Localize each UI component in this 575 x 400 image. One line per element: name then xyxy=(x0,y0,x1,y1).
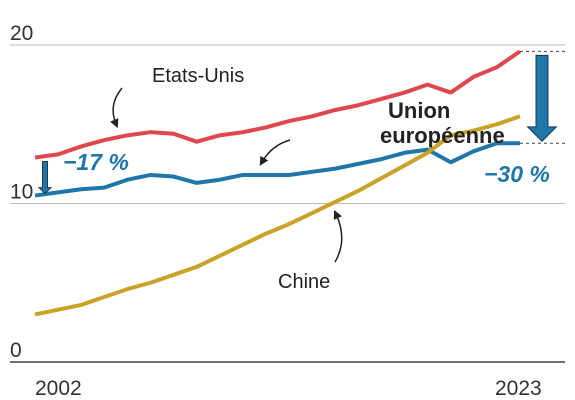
callout-arrow xyxy=(259,139,291,166)
y-tick-label: 10 xyxy=(10,181,33,204)
decline-arrow xyxy=(37,161,53,195)
line xyxy=(34,49,522,160)
plot: 0 10 20 2002 2023 Etats-Unis Union européenne Ch… xyxy=(10,22,566,400)
line xyxy=(34,114,521,317)
x-tick-label: 2002 xyxy=(35,377,82,400)
series-label: Chine xyxy=(278,271,330,293)
y-tick-label: 0 xyxy=(10,339,22,362)
line xyxy=(34,141,520,198)
y-tick-label: 20 xyxy=(10,22,33,45)
series-label: Union européenne xyxy=(380,98,505,148)
series-label: Etats-Unis xyxy=(152,65,244,87)
annotation: −17 % xyxy=(63,149,129,175)
annotation: −30 % xyxy=(484,161,550,187)
x-tick-label: 2023 xyxy=(495,377,542,400)
callout-arrow xyxy=(110,87,123,129)
decline-arrow xyxy=(526,54,558,142)
callout-arrow xyxy=(333,209,343,263)
